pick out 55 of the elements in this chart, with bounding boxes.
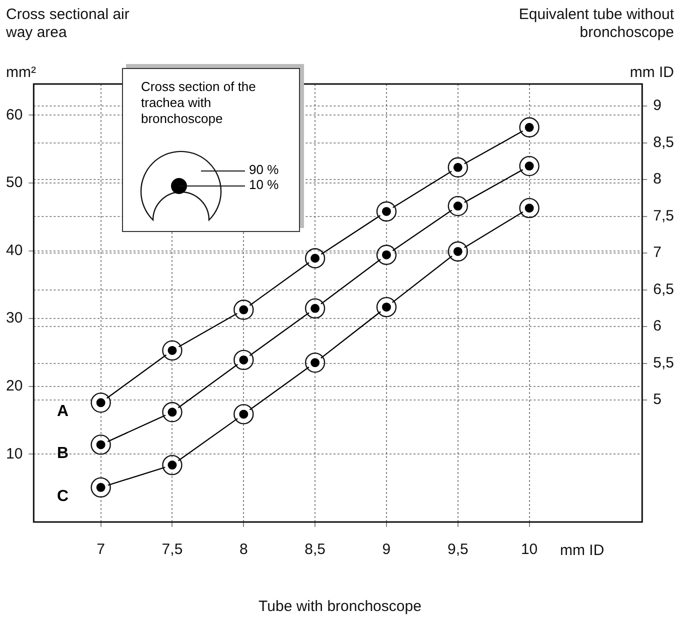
point	[90, 477, 111, 498]
point	[519, 198, 540, 218]
y2-tick-label: 5,5	[653, 354, 674, 372]
x-tick-label: 7,5	[162, 541, 183, 558]
point	[304, 248, 326, 268]
annotation: 90 %	[249, 162, 279, 177]
point	[90, 392, 111, 413]
point	[304, 298, 326, 319]
point	[234, 300, 254, 320]
text: mm²	[6, 64, 36, 82]
y2-tick-label: 8	[653, 170, 662, 188]
series-label: B	[57, 445, 69, 462]
point	[448, 157, 468, 178]
y-tick-label: 60	[6, 106, 23, 124]
y-axis-title: Cross sectional air way area	[6, 6, 130, 42]
y-tick-label: 10	[6, 445, 23, 462]
point	[162, 454, 182, 476]
point	[376, 296, 397, 318]
text: mm ID	[630, 64, 674, 82]
y2-axis-title: Equivalent tube without bronchoscope	[518, 6, 674, 42]
point	[519, 156, 540, 176]
x-tick-label: 7	[96, 541, 105, 558]
series-label: A	[57, 403, 70, 420]
y2-tick-label: 6	[653, 318, 662, 335]
point	[376, 201, 397, 222]
y2-tick-label: 6,5	[653, 280, 674, 298]
point	[234, 350, 254, 370]
point	[234, 404, 254, 424]
point	[304, 352, 326, 373]
x-tick-label: 9	[382, 541, 391, 558]
point	[448, 241, 468, 262]
y2-tick-label: 7,5	[653, 207, 674, 224]
y-tick-label: 20	[6, 378, 23, 395]
point	[448, 196, 468, 216]
x-axis-title: Tube with bronchoscope	[258, 598, 422, 616]
x-tick-label: 10	[520, 541, 538, 558]
annotation: Cross section of the trachea with bronchoscope	[141, 79, 257, 127]
point	[162, 340, 182, 361]
y2-tick-label: 8,5	[653, 134, 674, 151]
x-tick-label: 9,5	[447, 541, 468, 558]
y-tick-label: 50	[6, 174, 23, 192]
x-tick-label: 8,5	[304, 541, 326, 558]
point	[162, 402, 182, 422]
y-tick-label: 30	[6, 310, 23, 327]
y2-tick-label: 5	[653, 391, 662, 408]
y2-tick-label: 9	[653, 97, 662, 114]
text: mm ID	[560, 542, 604, 560]
point	[376, 244, 397, 265]
annotation: 10 %	[249, 177, 279, 192]
point	[90, 434, 111, 455]
series-label: C	[57, 488, 70, 505]
point	[519, 117, 540, 138]
y-tick-label: 40	[6, 242, 23, 259]
y2-tick-label: 7	[653, 244, 662, 262]
x-tick-label: 8	[239, 541, 248, 558]
